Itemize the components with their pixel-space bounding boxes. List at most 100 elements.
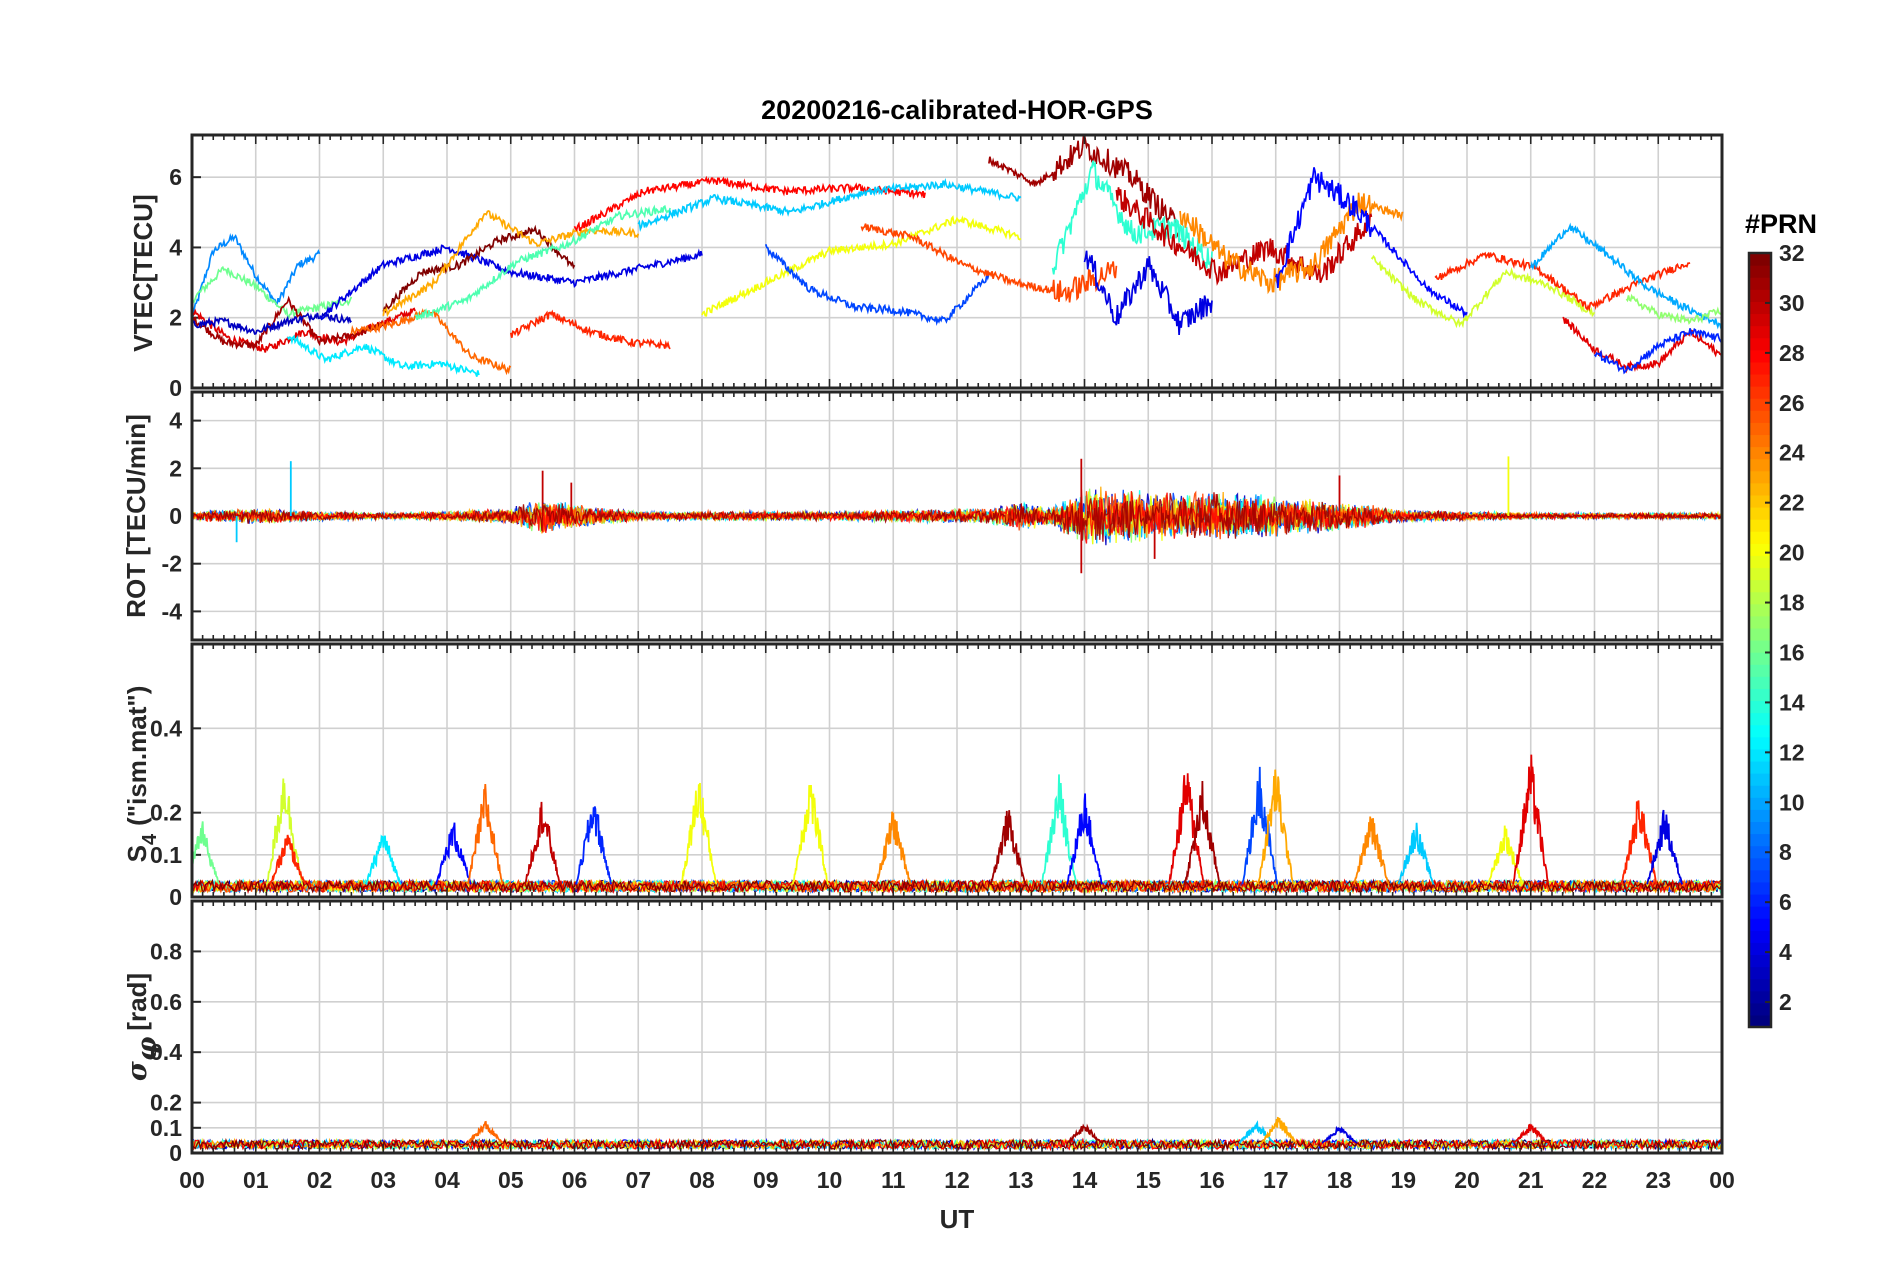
colorbar-tick-label-7: 16 (1779, 639, 1805, 665)
colorbar-swatch-26 (1749, 700, 1771, 714)
colorbar-swatch-49 (1749, 422, 1771, 436)
sigma_phi-y-tick-label-5: 0.8 (150, 938, 182, 964)
x-tick-label-15: 15 (1135, 1167, 1161, 1193)
colorbar-tick-label-8: 18 (1779, 590, 1805, 616)
colorbar-swatch-16 (1749, 821, 1771, 835)
x-tick-label-23: 23 (1645, 1167, 1671, 1193)
vtec-series-prn-15-10 (414, 204, 671, 321)
colorbar-swatch-37 (1749, 567, 1771, 581)
colorbar-swatch-11 (1749, 881, 1771, 895)
vtec-series-prn-29-2 (192, 307, 416, 353)
vtec-y-tick-label-2: 4 (169, 234, 182, 260)
colorbar-swatch-7 (1749, 930, 1771, 943)
colorbar-swatch-19 (1749, 785, 1771, 798)
rot-y-axis-label: ROT [TECU/min] (121, 414, 151, 618)
x-tick-label-7: 07 (625, 1167, 651, 1193)
vtec-series-prn-29-26 (1562, 316, 1722, 374)
rot-series-prn-28 (192, 488, 1722, 544)
x-tick-label-4: 04 (434, 1167, 460, 1193)
colorbar-swatch-40 (1749, 531, 1771, 544)
sigma-label-symbol: σ (122, 1061, 153, 1081)
colorbar-swatch-29 (1749, 664, 1771, 677)
s4-peak-10 (874, 811, 912, 885)
s4-peak-23 (1646, 809, 1684, 885)
s4-peak-7 (575, 806, 613, 885)
colorbar-title: #PRN (1745, 209, 1817, 239)
colorbar-swatch-59 (1749, 301, 1771, 315)
rot-y-tick-label-0: -4 (162, 598, 183, 624)
colorbar-swatch-20 (1749, 773, 1771, 786)
x-tick-label-12: 12 (944, 1167, 970, 1193)
s4-peak-3 (364, 834, 402, 885)
x-tick-label-18: 18 (1327, 1167, 1353, 1193)
colorbar-swatch-27 (1749, 688, 1771, 702)
vtec-series-prn-25-6 (350, 308, 512, 376)
rot-y-tick-label-1: -2 (162, 551, 182, 577)
colorbar-swatch-61 (1749, 277, 1771, 290)
colorbar-tick-label-12: 26 (1779, 390, 1805, 416)
s4-peak-17 (1257, 769, 1295, 885)
colorbar-swatch-52 (1749, 386, 1771, 399)
colorbar-swatch-55 (1749, 349, 1771, 363)
panel-s4: 0 0.1 0.2 0.4 (150, 642, 1724, 910)
sigma_phi-peak-5 (1321, 1125, 1358, 1144)
colorbar-swatch-17 (1749, 809, 1771, 823)
sigma_phi-y-tick-label-0: 0 (169, 1140, 182, 1166)
vtec-series-prn-31-3 (192, 295, 385, 352)
colorbar-swatch-47 (1749, 446, 1771, 460)
colorbar-swatch-2 (1749, 990, 1771, 1004)
x-tick-label-9: 09 (753, 1167, 779, 1193)
s4-peak-21 (1512, 754, 1550, 885)
sigma-frame (190, 899, 1724, 1155)
x-tick-label-17: 17 (1263, 1167, 1289, 1193)
x-tick-label-24: 00 (1709, 1167, 1735, 1193)
sigma_phi-y-tick-label-2: 0.2 (150, 1090, 182, 1116)
colorbar-swatch-50 (1749, 410, 1771, 423)
colorbar-swatch-51 (1749, 398, 1771, 411)
colorbar-swatch-15 (1749, 833, 1771, 847)
colorbar-swatch-43 (1749, 494, 1771, 508)
s4-peak-9 (791, 784, 829, 885)
colorbar-tick-label-15: 32 (1779, 240, 1805, 266)
colorbar-swatch-54 (1749, 361, 1771, 375)
s4-peak-6 (524, 801, 562, 885)
vtec-series-prn-6-27 (1593, 328, 1722, 375)
colorbar-swatch-34 (1749, 603, 1771, 617)
x-tick-label-0: 00 (179, 1167, 205, 1193)
panel-rot: -4 -2 0 2 4 (162, 390, 1724, 642)
colorbar-swatch-38 (1749, 555, 1771, 569)
x-axis-ticks: 00 01 02 03 04 05 06 07 08 09 10 11 12 13 14 15 16 17 18 19… (179, 1167, 1735, 1193)
vtec-y-tick-label-1: 2 (169, 305, 182, 331)
vtec-y-axis-label: VTEC[TECU] (128, 194, 158, 351)
vtec-series-prn-24-21 (1179, 192, 1404, 295)
rot-frame (190, 390, 1724, 642)
colorbar-swatch-8 (1749, 918, 1771, 931)
colorbar-swatch-32 (1749, 627, 1771, 641)
x-tick-label-8: 08 (689, 1167, 715, 1193)
sigma_phi-y-tick-label-1: 0.1 (150, 1115, 182, 1141)
vtec-series-prn-32-8 (382, 224, 576, 314)
sigma_phi-peak-0 (467, 1120, 504, 1144)
vtec-series-prn-27-11 (509, 309, 671, 350)
colorbar-swatch-46 (1749, 458, 1771, 472)
colorbar-swatch-24 (1749, 724, 1771, 738)
colorbar-swatch-30 (1749, 652, 1771, 665)
vtec-series-prn-4-19 (1083, 250, 1213, 335)
s4-peak-0 (192, 821, 220, 885)
s4-peak-19 (1397, 822, 1435, 885)
x-tick-label-5: 05 (498, 1167, 524, 1193)
colorbar-tick-label-5: 12 (1779, 739, 1805, 765)
colorbar-swatch-22 (1749, 748, 1771, 762)
colorbar-swatch-48 (1749, 434, 1771, 448)
colorbar-swatch-53 (1749, 373, 1771, 387)
colorbar-swatch-6 (1749, 942, 1771, 956)
s4-peak-12 (1040, 774, 1078, 885)
colorbar-swatch-5 (1749, 954, 1771, 968)
sigma_phi-peak-4 (1512, 1123, 1549, 1144)
s4-peak-18 (1352, 816, 1390, 885)
colorbar-swatch-60 (1749, 289, 1771, 302)
s4-peak-22 (1620, 800, 1658, 885)
colorbar-swatch-13 (1749, 857, 1771, 871)
colorbar-swatch-28 (1749, 676, 1771, 689)
